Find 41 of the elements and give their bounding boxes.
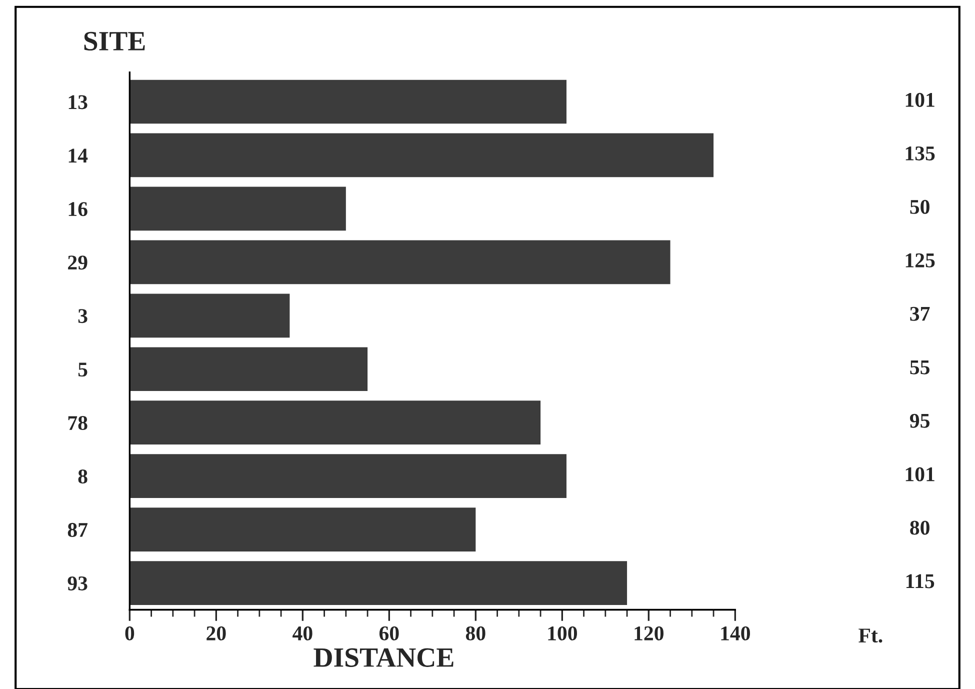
x-tick-label: 60 xyxy=(379,626,399,640)
bar xyxy=(130,186,346,231)
data-label: 101 xyxy=(906,467,934,482)
bar xyxy=(130,347,368,392)
x-tick-label: 100 xyxy=(548,626,577,640)
bar xyxy=(130,133,714,178)
bar xyxy=(130,508,476,552)
data-label: 115 xyxy=(906,574,934,588)
y-tick-label: 87 xyxy=(68,522,88,537)
y-tick-label: 29 xyxy=(68,256,88,270)
y-axis-title: SITE xyxy=(84,32,145,51)
bar xyxy=(130,454,566,498)
data-label: 95 xyxy=(910,414,930,428)
x-tick-label: 0 xyxy=(125,626,134,640)
text: Ft. xyxy=(858,628,882,643)
bar xyxy=(130,240,670,284)
data-label: 101 xyxy=(906,92,934,107)
y-tick-label: 8 xyxy=(78,469,88,484)
x-tick-label: 20 xyxy=(206,626,226,640)
x-tick-label: 40 xyxy=(292,626,312,640)
x-tick-label: 140 xyxy=(721,626,750,640)
y-tick-label: 3 xyxy=(78,309,88,324)
y-tick-label: 78 xyxy=(68,416,88,430)
y-tick-label: 93 xyxy=(68,576,88,590)
data-label: 80 xyxy=(910,520,930,535)
data-label: 50 xyxy=(910,200,930,214)
x-tick-label: 120 xyxy=(634,626,664,640)
y-tick-label: 14 xyxy=(68,148,88,162)
y-tick-label: 5 xyxy=(78,362,88,377)
x-axis-title: DISTANCE xyxy=(314,648,454,667)
data-label: 135 xyxy=(906,146,935,160)
y-tick-label: 13 xyxy=(68,95,88,110)
bar xyxy=(130,561,628,605)
data-label: 125 xyxy=(906,253,935,268)
y-tick-label: 16 xyxy=(68,202,88,216)
bar xyxy=(130,80,566,124)
x-tick-label: 80 xyxy=(466,626,486,640)
data-label: 55 xyxy=(910,360,930,374)
bar xyxy=(130,400,541,445)
data-label: 37 xyxy=(910,306,930,321)
bar xyxy=(130,294,290,338)
